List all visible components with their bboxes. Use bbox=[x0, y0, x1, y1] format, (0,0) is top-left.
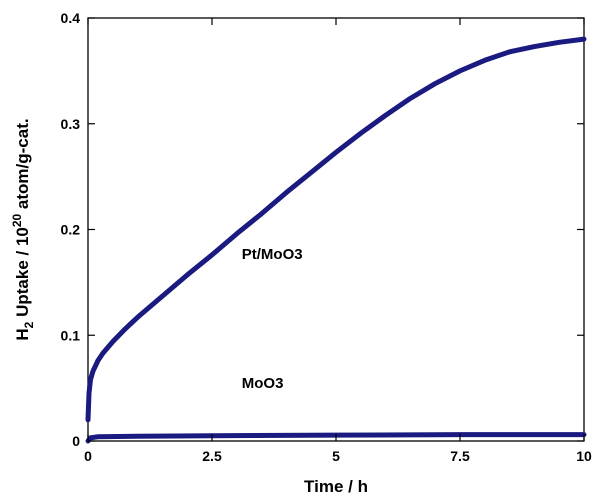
y-axis-title-middle: Uptake / 10 bbox=[13, 227, 32, 322]
series-layer bbox=[85, 36, 587, 444]
y-axis-title-sub: 2 bbox=[22, 321, 36, 328]
ticks-layer: 0 2.5 5 7.5 10 0 0.1 0.2 0.3 0.4 bbox=[61, 10, 592, 464]
plot-border bbox=[87, 17, 585, 442]
annotation-pt-moo3: Pt/MoO3 bbox=[242, 246, 303, 263]
y-tick-label: 0.3 bbox=[61, 116, 81, 132]
y-axis-title-prefix: H bbox=[13, 328, 32, 340]
series-line-moo3 bbox=[85, 432, 587, 444]
x-tick-label: 10 bbox=[576, 448, 592, 464]
y-axis-title: H2 Uptake / 1020 atom/g-cat. bbox=[10, 118, 36, 340]
y-tick-label: 0.4 bbox=[61, 10, 81, 26]
y-tick-label: 0 bbox=[72, 433, 80, 449]
x-tick-label: 7.5 bbox=[450, 448, 470, 464]
x-tick-label: 0 bbox=[84, 448, 92, 464]
plot-frame bbox=[87, 17, 585, 442]
annotation-moo3: MoO3 bbox=[242, 375, 284, 392]
y-axis-title-suffix: atom/g-cat. bbox=[13, 118, 32, 213]
x-axis-title: Time / h bbox=[304, 477, 368, 496]
y-tick-label: 0.1 bbox=[61, 327, 81, 343]
y-axis-title-sup: 20 bbox=[10, 213, 24, 227]
annotation-layer: Pt/MoO3 MoO3 bbox=[242, 246, 303, 392]
series-line-pt-moo3 bbox=[85, 36, 587, 423]
x-tick-label: 5 bbox=[332, 448, 340, 464]
y-tick-label: 0.2 bbox=[61, 222, 81, 238]
x-tick-label: 2.5 bbox=[202, 448, 222, 464]
